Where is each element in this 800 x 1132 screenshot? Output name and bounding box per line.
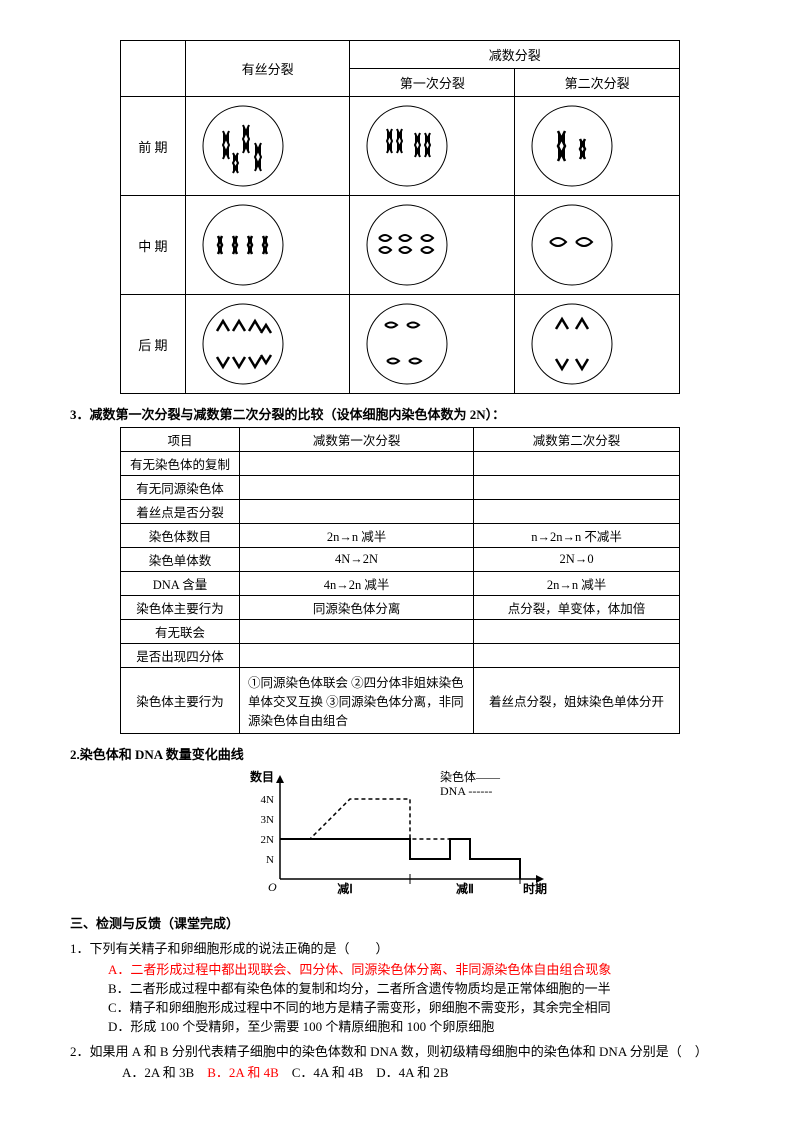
- ct-r6c1: 同源染色体分离: [240, 596, 474, 620]
- svg-text:O: O: [268, 880, 277, 894]
- q2-opt-b: B．2A 和 4B: [207, 1065, 279, 1080]
- ct-r7c1: [240, 620, 474, 644]
- ct-h0: 项目: [121, 428, 240, 452]
- ct-r4c1: 4N→2N: [240, 548, 474, 572]
- header-meiosis: 减数分裂: [350, 41, 680, 69]
- ct-r0c0: 有无染色体的复制: [121, 452, 240, 476]
- ct-r3c2: n→2n→n 不减半: [474, 524, 680, 548]
- cell-prophase-m1: [350, 97, 515, 196]
- section2b-title: 2.染色体和 DNA 数量变化曲线: [70, 744, 730, 763]
- svg-text:2N: 2N: [261, 834, 275, 846]
- ct-r5c2: 2n→n 减半: [474, 572, 680, 596]
- q1-opt-c: C．精子和卵细胞形成过程中不同的地方是精子需变形，卵细胞不需变形，其余完全相同: [108, 997, 730, 1016]
- cell-prophase-mitosis: [185, 97, 350, 196]
- ct-r3c1: 2n→n 减半: [240, 524, 474, 548]
- ct-r8c0: 是否出现四分体: [121, 644, 240, 668]
- cell-metaphase-m1: [350, 196, 515, 295]
- q2-opt-a: A．2A 和 3B: [122, 1065, 194, 1080]
- svg-text:DNA ------: DNA ------: [440, 784, 492, 798]
- question-1: 1．下列有关精子和卵细胞形成的说法正确的是（ ） A．二者形成过程中都出现联会、…: [70, 938, 730, 1035]
- q2-stem: 2．如果用 A 和 B 分别代表精子细胞中的染色体数和 DNA 数，则初级精母细…: [88, 1041, 730, 1060]
- svg-text:减Ⅰ: 减Ⅰ: [337, 881, 353, 896]
- ct-r9c2: 着丝点分裂，姐妹染色单体分开: [474, 668, 680, 734]
- dna-chromosome-graph: 数目 4N 3N 2N N O 染色体—— DNA ------ 减Ⅰ 减Ⅱ 时…: [70, 769, 730, 903]
- ct-r0c1: [240, 452, 474, 476]
- header-second: 第二次分裂: [515, 69, 680, 97]
- ct-r5c0: DNA 含量: [121, 572, 240, 596]
- ct-r9c0: 染色体主要行为: [121, 668, 240, 734]
- ct-r2c1: [240, 500, 474, 524]
- ct-r4c2: 2N→0: [474, 548, 680, 572]
- ct-r0c2: [474, 452, 680, 476]
- ct-r8c1: [240, 644, 474, 668]
- q2-opt-c: C．4A 和 4B: [292, 1065, 364, 1080]
- q2-opt-d: D．4A 和 2B: [376, 1065, 448, 1080]
- row-anaphase-label: 后 期: [121, 295, 186, 394]
- cell-anaphase-m1: [350, 295, 515, 394]
- section3-title: 3．减数第一次分裂与减数第二次分裂的比较（设体细胞内染色体数为 2N）：: [70, 404, 730, 423]
- ct-r7c2: [474, 620, 680, 644]
- ct-r4c0: 染色单体数: [121, 548, 240, 572]
- row-prophase-label: 前 期: [121, 97, 186, 196]
- q1-opt-b: B．二者形成过程中都有染色体的复制和均分，二者所含遗传物质均是正常体细胞的一半: [108, 978, 730, 997]
- ct-r3c0: 染色体数目: [121, 524, 240, 548]
- ct-r8c2: [474, 644, 680, 668]
- question-2: 2．如果用 A 和 B 分别代表精子细胞中的染色体数和 DNA 数，则初级精母细…: [70, 1041, 730, 1081]
- ct-r1c2: [474, 476, 680, 500]
- ct-r2c2: [474, 500, 680, 524]
- compare-table: 项目 减数第一次分裂 减数第二次分裂 有无染色体的复制 有无同源染色体 着丝点是…: [120, 427, 680, 734]
- ct-r1c1: [240, 476, 474, 500]
- q2-options: A．2A 和 3B B．2A 和 4B C．4A 和 4B D．4A 和 2B: [122, 1062, 730, 1081]
- cell-metaphase-mitosis: [185, 196, 350, 295]
- svg-text:减Ⅱ: 减Ⅱ: [456, 881, 474, 896]
- row-metaphase-label: 中 期: [121, 196, 186, 295]
- ct-r1c0: 有无同源染色体: [121, 476, 240, 500]
- svg-text:染色体——: 染色体——: [440, 769, 501, 784]
- cell-diagram-table: 有丝分裂 减数分裂 第一次分裂 第二次分裂 前 期: [120, 40, 680, 394]
- cell-metaphase-m2: [515, 196, 680, 295]
- ct-r6c0: 染色体主要行为: [121, 596, 240, 620]
- q1-stem: 1．下列有关精子和卵细胞形成的说法正确的是（ ）: [88, 938, 730, 957]
- ct-h2: 减数第二次分裂: [474, 428, 680, 452]
- cell-anaphase-mitosis: [185, 295, 350, 394]
- graph-ylabel: 数目: [250, 769, 274, 784]
- ct-r5c1: 4n→2n 减半: [240, 572, 474, 596]
- svg-text:时期: 时期: [523, 881, 547, 896]
- ct-r2c0: 着丝点是否分裂: [121, 500, 240, 524]
- cell-prophase-m2: [515, 97, 680, 196]
- q1-opt-a: A．二者形成过程中都出现联会、四分体、同源染色体分离、非同源染色体自由组合现象: [108, 959, 730, 978]
- header-mitosis: 有丝分裂: [185, 41, 350, 97]
- ct-h1: 减数第一次分裂: [240, 428, 474, 452]
- ct-r9c1: ①同源染色体联会 ②四分体非姐妹染色单体交叉互换 ③同源染色体分离，非同源染色体…: [240, 668, 474, 734]
- section3b-title: 三、检测与反馈（课堂完成）: [70, 913, 730, 932]
- svg-text:4N: 4N: [261, 794, 275, 806]
- ct-r6c2: 点分裂，单变体，体加倍: [474, 596, 680, 620]
- cell-anaphase-m2: [515, 295, 680, 394]
- svg-text:3N: 3N: [261, 814, 275, 826]
- q1-opt-d: D．形成 100 个受精卵，至少需要 100 个精原细胞和 100 个卵原细胞: [108, 1016, 730, 1035]
- header-first: 第一次分裂: [350, 69, 515, 97]
- ct-r7c0: 有无联会: [121, 620, 240, 644]
- svg-text:N: N: [266, 854, 274, 866]
